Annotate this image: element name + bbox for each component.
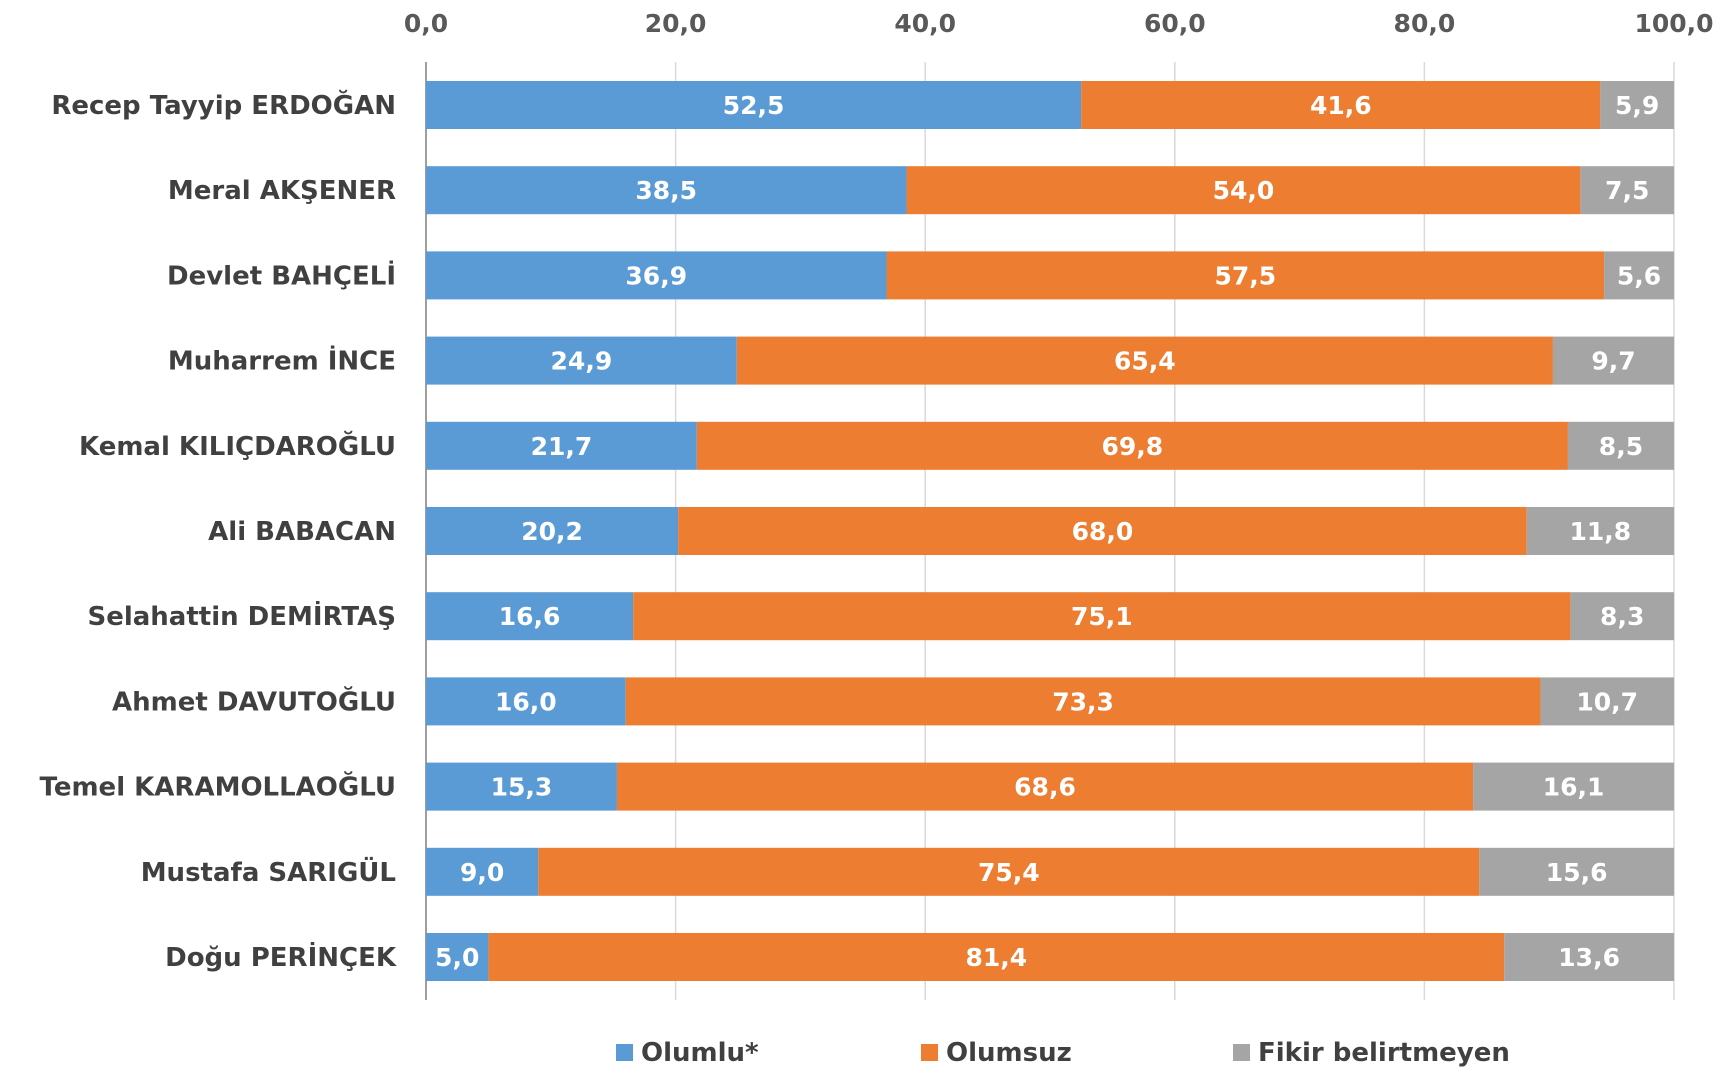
bar-segment (1600, 81, 1674, 129)
data-label: 5,6 (1617, 261, 1661, 290)
bar-segment (1540, 677, 1674, 726)
bar-segment (538, 847, 1480, 896)
bar-segment (426, 762, 617, 811)
legend-label: Fikir belirtmeyen (1258, 1038, 1510, 1067)
bar-segment (886, 251, 1605, 300)
bar-segment (1479, 847, 1674, 896)
data-label: 16,6 (499, 602, 561, 631)
data-label: 41,6 (1310, 91, 1372, 120)
data-label: 69,8 (1102, 432, 1164, 461)
bar-segment (625, 677, 1541, 726)
legend-label: Olumsuz (946, 1038, 1072, 1067)
legend: Olumlu* Olumsuz Fikir belirtmeyen (616, 1038, 1510, 1067)
bar-segment (1567, 421, 1674, 470)
bar-segment (426, 592, 634, 641)
data-label: 21,7 (531, 432, 593, 461)
bar-segment (426, 166, 907, 215)
bar-segment (906, 166, 1581, 215)
data-label: 75,4 (978, 858, 1040, 887)
data-label: 24,9 (551, 347, 613, 376)
data-label: 65,4 (1114, 347, 1176, 376)
category-label: Doğu PERİNÇEK (165, 941, 397, 973)
category-label: Mustafa SARIGÜL (141, 855, 396, 888)
data-label: 5,9 (1615, 91, 1659, 120)
data-label: 54,0 (1213, 176, 1275, 205)
category-label: Devlet BAHÇELİ (167, 259, 396, 291)
category-label: Selahattin DEMİRTAŞ (87, 600, 396, 632)
category-label: Ahmet DAVUTOĞLU (112, 685, 396, 717)
bar-segment (426, 507, 679, 555)
bar-segment (1570, 592, 1674, 641)
data-label: 13,6 (1558, 943, 1620, 972)
bar-segment (1552, 336, 1674, 385)
data-label: 9,0 (460, 858, 504, 887)
legend-swatch (1233, 1044, 1250, 1061)
data-label: 11,8 (1570, 517, 1632, 546)
bar-segment (1604, 251, 1674, 300)
category-label: Muharrem İNCE (168, 345, 396, 377)
bar-segment (488, 933, 1505, 981)
bar-segment (426, 677, 626, 726)
x-tick-label: 40,0 (894, 9, 956, 38)
x-tick-label: 80,0 (1394, 9, 1456, 38)
x-tick-label: 0,0 (404, 9, 448, 38)
bar-segment (426, 421, 697, 470)
x-tick-label: 60,0 (1144, 9, 1206, 38)
bar-segment (678, 507, 1527, 555)
bar-segment (426, 336, 737, 385)
data-label: 36,9 (625, 261, 687, 290)
bar-segment (426, 847, 539, 896)
data-label: 68,0 (1072, 517, 1134, 546)
data-label: 38,5 (635, 176, 697, 205)
category-labels: Recep Tayyip ERDOĞAN Meral AKŞENER Devlet … (40, 89, 397, 973)
legend-swatch (921, 1044, 938, 1061)
data-label: 52,5 (723, 91, 785, 120)
category-label: Meral AKŞENER (168, 176, 396, 206)
data-label: 10,7 (1576, 687, 1638, 716)
data-label: 7,5 (1605, 176, 1649, 205)
data-label: 57,5 (1214, 261, 1276, 290)
data-label: 16,1 (1543, 773, 1605, 802)
category-label: Kemal KILIÇDAROĞLU (79, 430, 396, 462)
data-label: 8,5 (1599, 432, 1643, 461)
data-label: 20,2 (521, 517, 583, 546)
data-label: 68,6 (1014, 773, 1076, 802)
bar-segment (616, 762, 1474, 811)
bars: 52,5 41,6 5,9 38,5 54,0 7,5 36,9 57,5 5,6 24,9 65,… (426, 81, 1674, 981)
bar-segment (633, 592, 1571, 641)
legend-swatch (616, 1044, 633, 1061)
data-label: 15,6 (1546, 858, 1608, 887)
bar-segment (736, 336, 1553, 385)
data-label: 75,1 (1071, 602, 1133, 631)
data-label: 15,3 (491, 773, 553, 802)
category-label: Ali BABACAN (208, 517, 396, 547)
x-tick-label: 20,0 (645, 9, 707, 38)
bar-segment (1526, 507, 1674, 555)
bar-segment (1081, 81, 1601, 129)
data-label: 8,3 (1600, 602, 1644, 631)
category-label: Recep Tayyip ERDOĞAN (51, 89, 396, 121)
bar-segment (426, 251, 887, 300)
x-axis-ticks: 0,0 20,0 40,0 60,0 80,0 100,0 (404, 9, 1714, 38)
bar-segment (696, 421, 1568, 470)
data-label: 16,0 (495, 687, 557, 716)
bar-segment (426, 81, 1082, 129)
data-label: 9,7 (1591, 347, 1635, 376)
category-label: Temel KARAMOLLAOĞLU (40, 771, 396, 803)
data-label: 73,3 (1052, 687, 1114, 716)
x-tick-label: 100,0 (1634, 9, 1713, 38)
data-label: 81,4 (965, 943, 1027, 972)
bar-segment (1580, 166, 1674, 215)
bar-segment (426, 933, 489, 981)
bar-segment (1504, 933, 1674, 981)
bar-segment (1473, 762, 1674, 811)
legend-label: Olumlu* (641, 1038, 759, 1067)
data-label: 5,0 (435, 943, 479, 972)
